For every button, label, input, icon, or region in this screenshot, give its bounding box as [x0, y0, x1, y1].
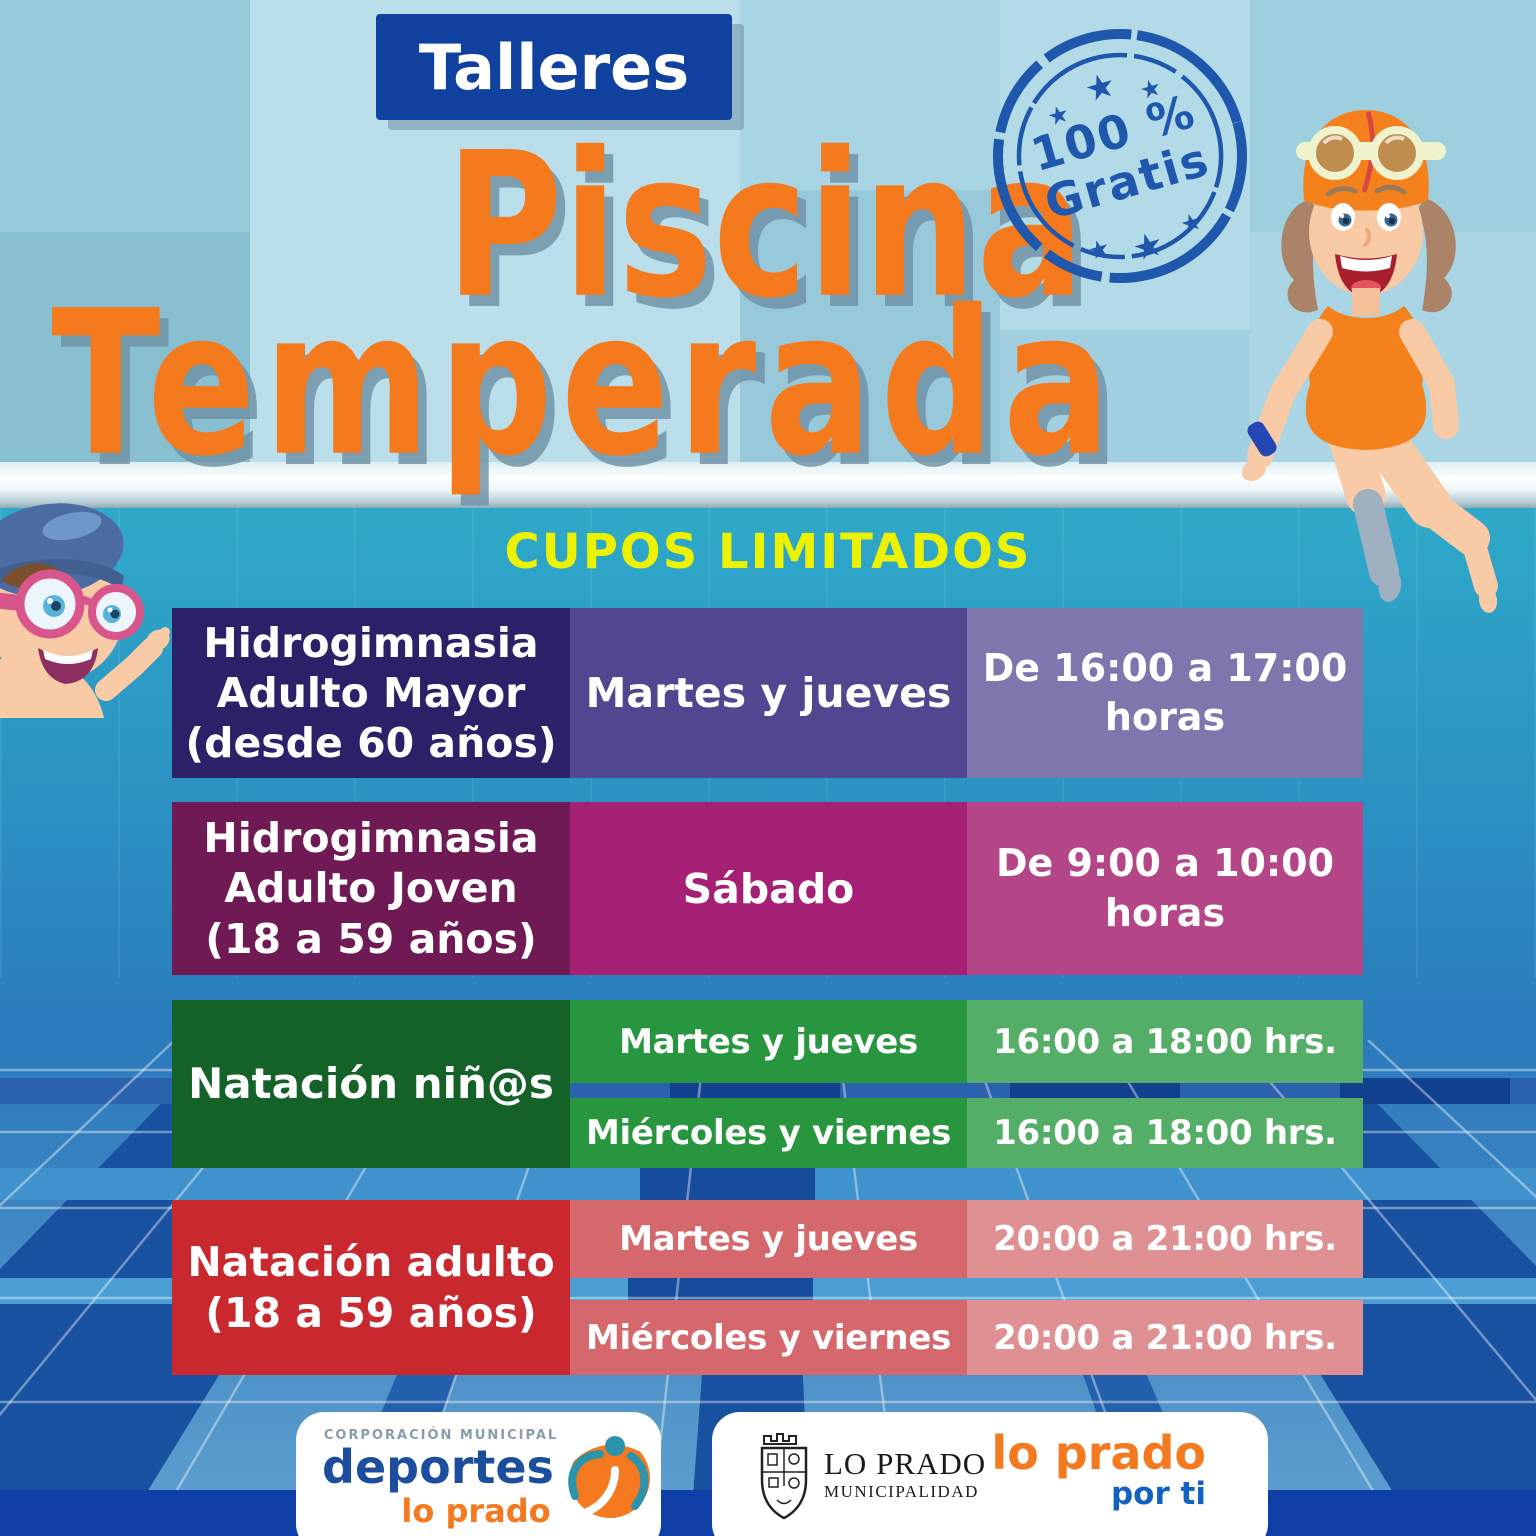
days-label: Martes y jueves: [585, 669, 952, 717]
days-label: Miércoles y viernes: [585, 1113, 952, 1153]
program-line: Hidrogimnasia: [203, 814, 539, 863]
municipality-subtitle: MUNICIPALIDAD: [824, 1482, 979, 1501]
table-row: Natación adulto (18 a 59 años) Martes y …: [172, 1200, 1363, 1375]
program-line: (18 a 59 años): [205, 1288, 537, 1337]
time-line: 20:00 a 21:00 hrs.: [993, 1219, 1337, 1259]
talleres-badge-label: Talleres: [418, 30, 690, 104]
program-cell: Natación niñ@s: [172, 1000, 570, 1168]
days-cell: Miércoles y viernes: [570, 1300, 967, 1375]
time-cell: 20:00 a 21:00 hrs.: [967, 1200, 1363, 1278]
program-cell: Hidrogimnasia Adulto Mayor (desde 60 año…: [172, 608, 570, 778]
program-line: Adulto Joven: [224, 864, 518, 913]
days-label: Sábado: [682, 864, 855, 913]
program-line: Adulto Mayor: [216, 668, 526, 717]
days-cell: Sábado: [570, 802, 967, 975]
title-temperada: Temperada: [51, 266, 1119, 501]
table-row: Natación niñ@s Martes y jueves 16:00 a 1…: [172, 1000, 1363, 1168]
municipality-name: LO PRADO: [824, 1446, 987, 1481]
deportes-logo-main: deportes: [322, 1440, 554, 1494]
deportes-emblem-icon: [556, 1435, 650, 1518]
time-cell: 16:00 a 18:00 hrs.: [967, 1098, 1363, 1168]
time-line: horas: [1104, 695, 1226, 739]
days-label: Miércoles y viernes: [585, 1317, 952, 1358]
days-label: Martes y jueves: [619, 1219, 918, 1259]
days-cell: Martes y jueves: [570, 1000, 967, 1083]
wall-tile: [740, 190, 1000, 462]
schedule-table: Hidrogimnasia Adulto Mayor (desde 60 año…: [172, 0, 1363, 1536]
time-line: 16:00 a 18:00 hrs.: [993, 1021, 1337, 1062]
girl-swimmer-illustration: [1241, 110, 1498, 613]
time-cell: 16:00 a 18:00 hrs.: [967, 1000, 1363, 1083]
time-line: De 9:00 a 10:00: [995, 841, 1335, 886]
program-line: Hidrogimnasia: [203, 618, 539, 667]
time-cell: 20:00 a 21:00 hrs.: [967, 1300, 1363, 1375]
time-line: De 16:00 a 17:00: [982, 645, 1348, 690]
time-cell: De 9:00 a 10:00 horas: [967, 802, 1363, 975]
slogan-sub: por ti: [1110, 1476, 1206, 1512]
program-line: Natación niñ@s: [188, 1058, 554, 1108]
baby-swimmer-illustration: [0, 503, 170, 718]
table-row: Hidrogimnasia Adulto Mayor (desde 60 año…: [172, 608, 1363, 778]
deportes-logo-topline: CORPORACIÓN MUNICIPAL: [323, 1428, 559, 1443]
time-cell: De 16:00 a 17:00 horas: [967, 608, 1363, 778]
program-line: Natación adulto: [187, 1238, 555, 1287]
wall-tile: [0, 232, 250, 462]
days-cell: Martes y jueves: [570, 1200, 967, 1278]
time-line: 20:00 a 21:00 hrs.: [993, 1317, 1337, 1358]
program-cell: Hidrogimnasia Adulto Joven (18 a 59 años…: [172, 802, 570, 975]
limited-spots-subtitle: CUPOS LIMITADOS: [504, 524, 1032, 580]
municipality-card: LO PRADO MUNICIPALIDAD lo prado por ti: [712, 1412, 1268, 1536]
days-label: Martes y jueves: [619, 1021, 918, 1062]
program-line: (18 a 59 años): [205, 914, 537, 963]
municipality-shield-icon: [760, 1433, 808, 1520]
time-line: 16:00 a 18:00 hrs.: [993, 1113, 1337, 1153]
wall-tile: [740, 0, 1000, 190]
deportes-logo-card: CORPORACIÓN MUNICIPAL deportes lo prado: [296, 1412, 661, 1536]
free-stamp-icon: 100 % Gratis ★ ★ ★ ★ ★ ★: [993, 29, 1247, 283]
talleres-badge: Talleres: [376, 14, 732, 120]
title-piscina: Piscina: [445, 108, 1085, 343]
program-cell: Natación adulto (18 a 59 años): [172, 1200, 570, 1375]
time-line: horas: [1104, 890, 1226, 935]
program-line: (desde 60 años): [185, 719, 557, 767]
wall-tile: [0, 0, 250, 232]
table-row: Hidrogimnasia Adulto Joven (18 a 59 años…: [172, 802, 1363, 975]
days-cell: Martes y jueves: [570, 608, 967, 778]
deportes-logo-sub: lo prado: [401, 1492, 551, 1530]
slogan-main: lo prado: [991, 1426, 1206, 1480]
days-cell: Miércoles y viernes: [570, 1098, 967, 1168]
